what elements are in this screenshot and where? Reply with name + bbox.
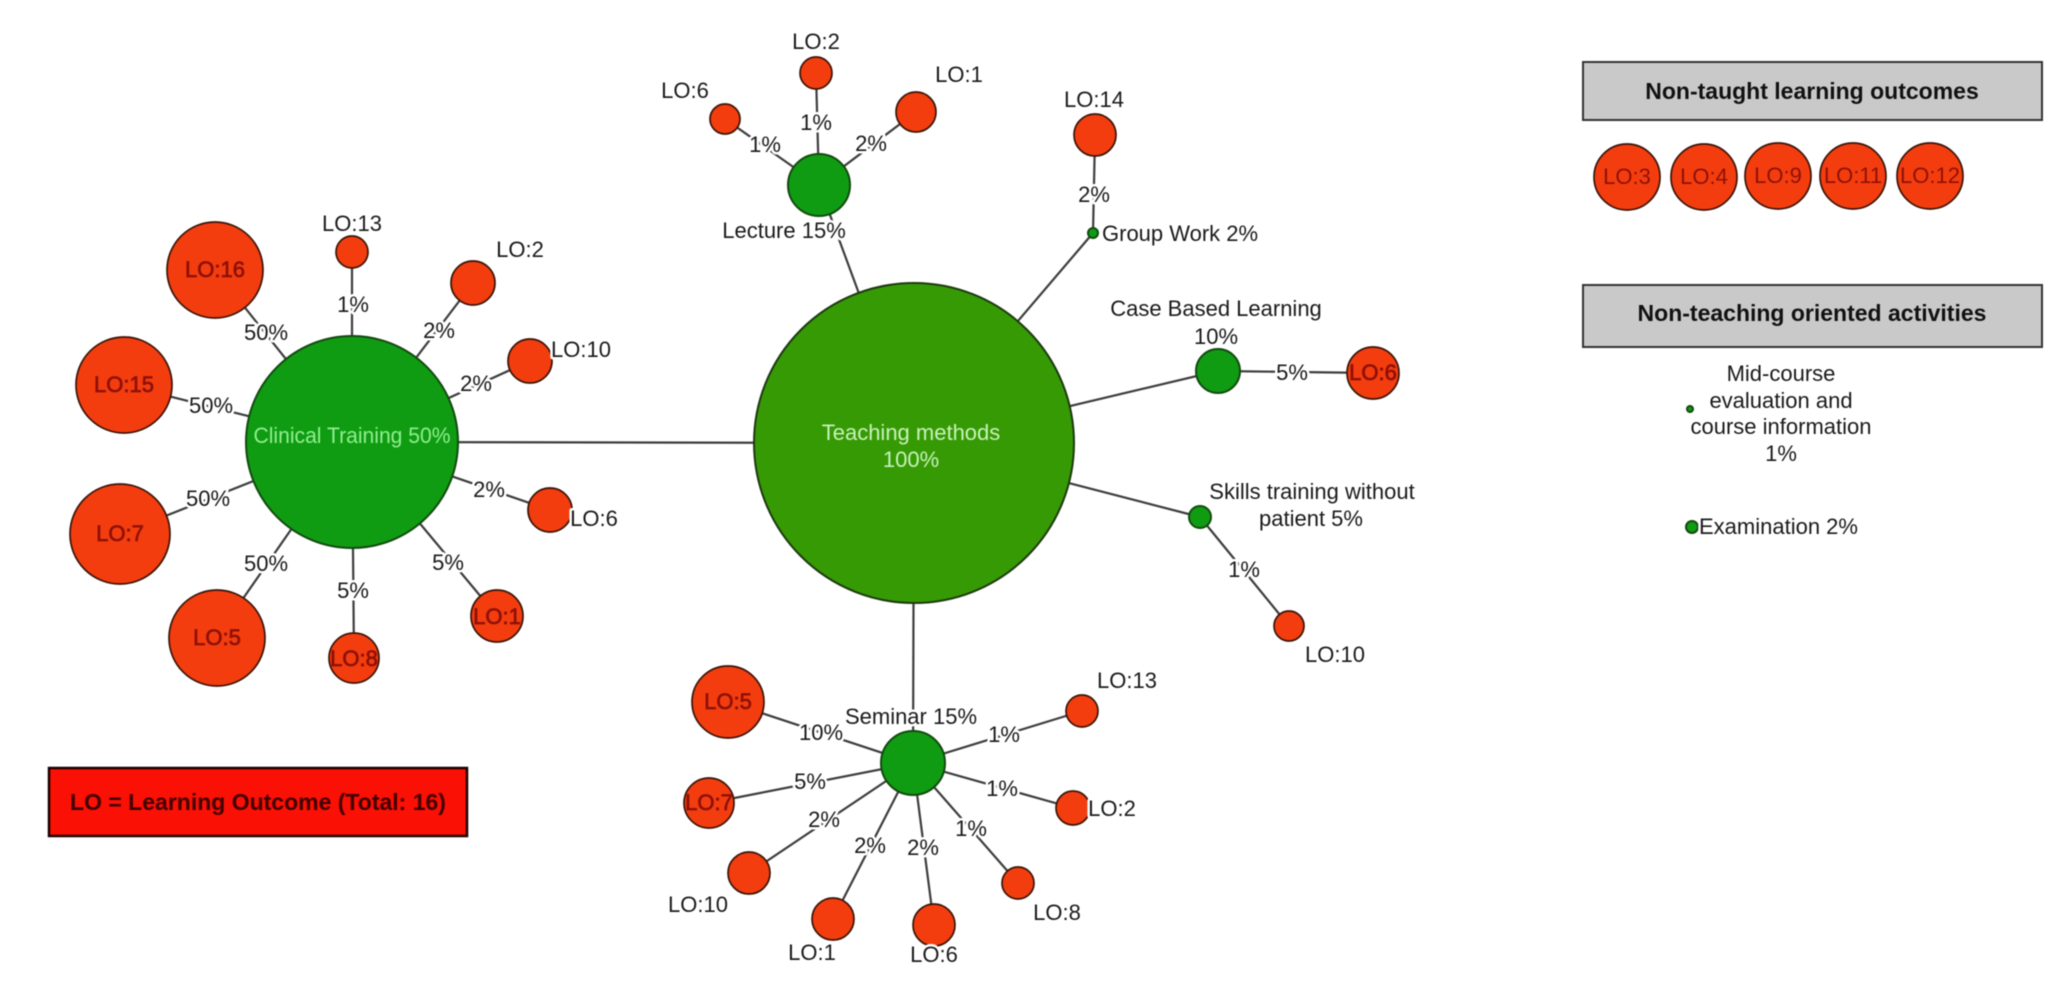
- svg-text:LO:6: LO:6: [910, 942, 958, 967]
- svg-text:2%: 2%: [808, 807, 840, 832]
- svg-text:LO:8: LO:8: [330, 646, 378, 671]
- svg-text:2%: 2%: [473, 477, 505, 502]
- svg-text:50%: 50%: [244, 551, 288, 576]
- svg-text:LO:12: LO:12: [1900, 163, 1960, 188]
- svg-text:2%: 2%: [460, 371, 492, 396]
- svg-text:LO:13: LO:13: [322, 211, 382, 236]
- svg-text:1%: 1%: [749, 132, 781, 157]
- svg-text:Lecture 15%: Lecture 15%: [722, 218, 846, 243]
- svg-text:LO:5: LO:5: [193, 625, 241, 650]
- svg-text:LO = Learning Outcome (Total:: LO = Learning Outcome (Total: 16): [70, 789, 446, 815]
- svg-text:course information: course information: [1691, 414, 1872, 439]
- svg-text:1%: 1%: [337, 292, 369, 317]
- svg-text:LO:10: LO:10: [551, 337, 611, 362]
- svg-text:10%: 10%: [799, 720, 843, 745]
- svg-text:2%: 2%: [855, 131, 887, 156]
- svg-text:patient 5%: patient 5%: [1259, 506, 1363, 531]
- svg-text:Non-taught learning outcomes: Non-taught learning outcomes: [1645, 78, 1979, 104]
- svg-text:LO:6: LO:6: [1349, 360, 1397, 385]
- svg-text:Group Work 2%: Group Work 2%: [1102, 221, 1258, 246]
- svg-text:2%: 2%: [907, 835, 939, 860]
- svg-text:LO:16: LO:16: [185, 257, 245, 282]
- svg-text:Clinical Training 50%: Clinical Training 50%: [254, 423, 451, 448]
- svg-text:1%: 1%: [1228, 557, 1260, 582]
- svg-text:LO:10: LO:10: [668, 892, 728, 917]
- svg-text:Case Based Learning: Case Based Learning: [1110, 296, 1322, 321]
- svg-text:2%: 2%: [423, 318, 455, 343]
- svg-text:LO:11: LO:11: [1824, 163, 1882, 188]
- svg-text:5%: 5%: [432, 550, 464, 575]
- svg-text:LO:1: LO:1: [935, 62, 983, 87]
- svg-text:Non-teaching oriented activiti: Non-teaching oriented activities: [1638, 300, 1987, 326]
- svg-text:LO:4: LO:4: [1680, 164, 1728, 189]
- svg-text:LO:14: LO:14: [1064, 87, 1124, 112]
- svg-text:LO:10: LO:10: [1305, 642, 1365, 667]
- svg-text:LO:6: LO:6: [661, 78, 709, 103]
- svg-text:LO:8: LO:8: [1033, 900, 1081, 925]
- svg-text:50%: 50%: [186, 486, 230, 511]
- svg-text:LO:7: LO:7: [96, 521, 144, 546]
- svg-text:LO:2: LO:2: [1088, 796, 1136, 821]
- svg-text:Seminar 15%: Seminar 15%: [845, 704, 977, 729]
- svg-text:5%: 5%: [337, 578, 369, 603]
- svg-text:50%: 50%: [189, 393, 233, 418]
- svg-text:LO:6: LO:6: [570, 506, 618, 531]
- svg-text:1%: 1%: [986, 776, 1018, 801]
- svg-text:LO:13: LO:13: [1097, 668, 1157, 693]
- svg-text:LO:9: LO:9: [1754, 163, 1802, 188]
- svg-text:5%: 5%: [794, 769, 826, 794]
- svg-text:LO:3: LO:3: [1603, 164, 1651, 189]
- svg-text:Teaching methods: Teaching methods: [822, 420, 1001, 445]
- svg-text:LO:2: LO:2: [496, 237, 544, 262]
- svg-text:Skills training without: Skills training without: [1209, 479, 1414, 504]
- svg-text:LO:5: LO:5: [704, 689, 752, 714]
- svg-text:2%: 2%: [854, 833, 886, 858]
- svg-text:50%: 50%: [244, 320, 288, 345]
- svg-text:LO:1: LO:1: [788, 940, 836, 965]
- svg-text:LO:1: LO:1: [473, 604, 521, 629]
- svg-text:Mid-course: Mid-course: [1727, 361, 1836, 386]
- svg-text:2%: 2%: [1078, 182, 1110, 207]
- svg-text:1%: 1%: [800, 110, 832, 135]
- svg-text:1%: 1%: [988, 722, 1020, 747]
- svg-text:LO:2: LO:2: [792, 29, 840, 54]
- svg-text:evaluation and: evaluation and: [1709, 388, 1852, 413]
- svg-text:LO:7: LO:7: [685, 790, 733, 815]
- svg-text:100%: 100%: [883, 447, 939, 472]
- svg-text:LO:15: LO:15: [94, 372, 154, 397]
- svg-text:1%: 1%: [1765, 441, 1797, 466]
- svg-text:10%: 10%: [1194, 324, 1238, 349]
- svg-text:1%: 1%: [955, 816, 987, 841]
- svg-text:5%: 5%: [1276, 360, 1308, 385]
- svg-text:Examination 2%: Examination 2%: [1699, 514, 1858, 539]
